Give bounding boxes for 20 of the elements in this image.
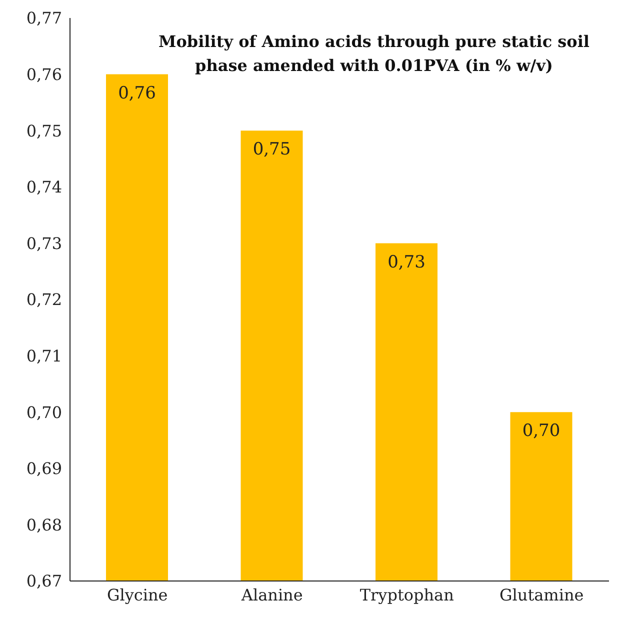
y-tick-label: 0,74	[26, 178, 62, 197]
y-tick-label: 0,71	[26, 346, 62, 366]
x-tick-label: Tryptophan	[360, 585, 454, 604]
y-tick-label: 0,72	[26, 290, 62, 310]
x-tick-label: Alanine	[240, 585, 303, 604]
y-tick-label: 0,70	[26, 402, 62, 422]
y-tick-label: 0,77	[26, 8, 62, 28]
y-tick-label: 0,69	[26, 459, 62, 478]
y-tick-label: 0,68	[26, 515, 62, 534]
text: Mobility of Amino acids through pure static soil phase amended with 0.01PVA (in % w/v)	[158, 31, 590, 77]
x-tick-label: Glycine	[106, 585, 168, 604]
y-tick-label: 0,73	[26, 234, 62, 253]
y-tick-label: 0,76	[26, 64, 62, 84]
data-label: 0,75	[252, 140, 291, 160]
y-tick-label: 0,67	[26, 572, 62, 591]
y-tick-label: 0,75	[26, 121, 62, 140]
data-label: 0,70	[522, 421, 560, 442]
x-tick-label: Glutamine	[500, 585, 584, 604]
data-label: 0,73	[388, 252, 426, 272]
data-label: 0,76	[118, 83, 156, 104]
